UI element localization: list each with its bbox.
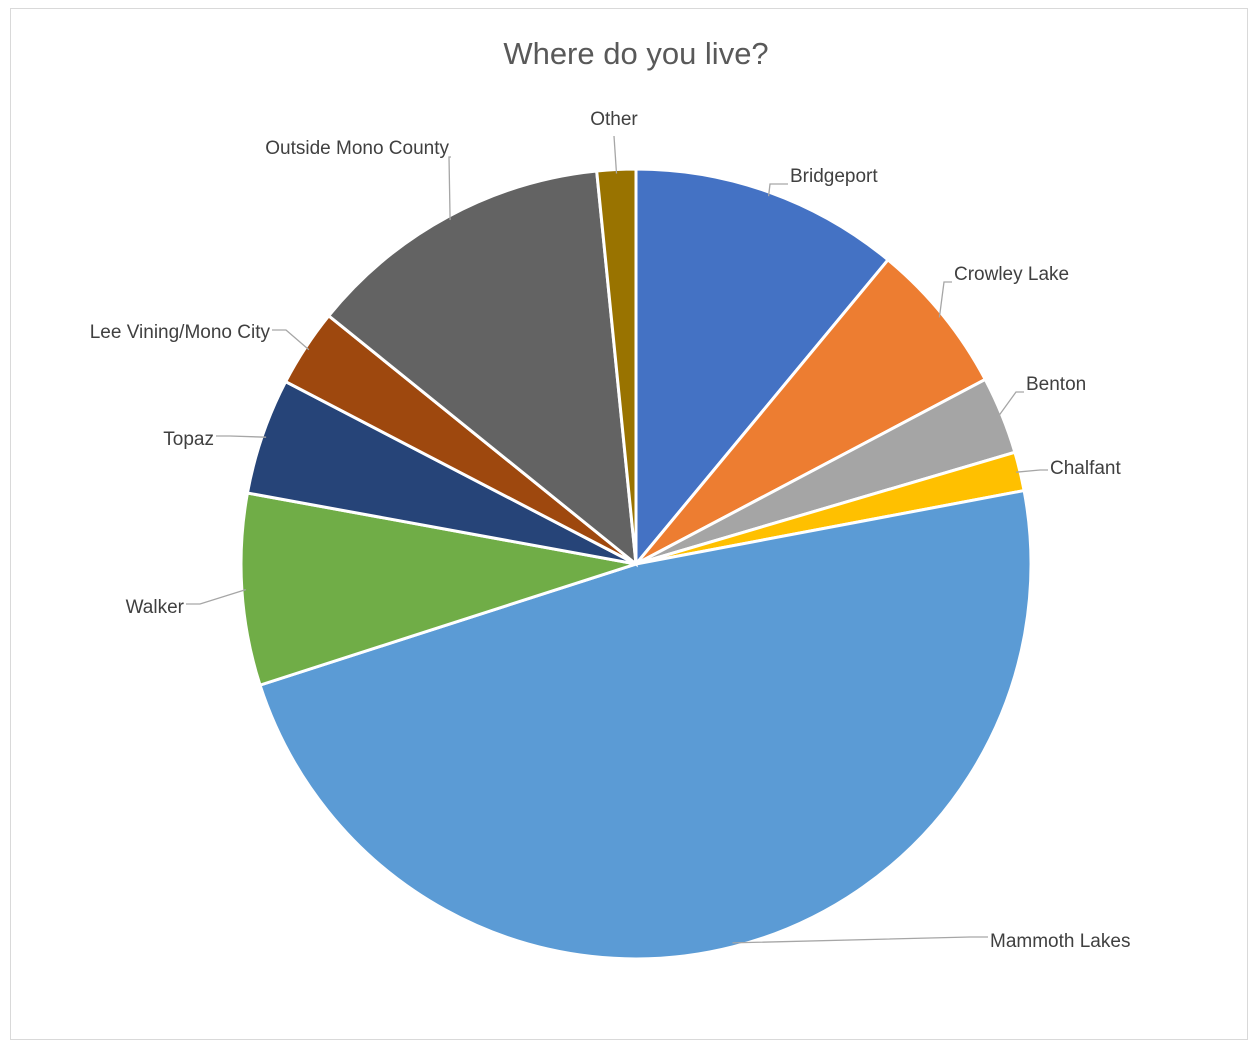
leader-line: [767, 183, 788, 197]
data-label: Topaz: [163, 429, 214, 450]
leader-line: [272, 329, 310, 351]
leader-line: [1016, 469, 1048, 473]
data-label: Other: [590, 109, 638, 130]
pie-slice-walker: [239, 491, 637, 688]
data-label: Chalfant: [1050, 458, 1121, 479]
leader-line: [732, 936, 988, 944]
data-label: Bridgeport: [790, 166, 878, 187]
pie-slice-outside-mono-county: [326, 169, 638, 568]
data-label: Mammoth Lakes: [990, 931, 1130, 952]
data-label: Outside Mono County: [265, 138, 449, 159]
leader-line: [216, 435, 267, 438]
leader-line: [938, 281, 952, 318]
leader-lines: [186, 135, 1048, 944]
chart-title: Where do you live?: [503, 36, 768, 71]
data-labels: Bridgeport Crowley Lake Benton Chalfant Mamm…: [90, 109, 1131, 952]
data-label: Lee Vining/Mono City: [90, 322, 271, 343]
pie-slices: [239, 167, 1033, 961]
data-label: Crowley Lake: [954, 264, 1069, 285]
leader-line: [448, 156, 451, 221]
leader-line: [997, 391, 1024, 417]
data-label: Walker: [126, 597, 185, 618]
leader-line: [186, 588, 246, 605]
leader-line: [613, 135, 618, 174]
pie-slice-bridgeport: [634, 167, 891, 569]
pie-slice-crowley-lake: [634, 257, 988, 566]
pie-slice-mammoth-lakes: [258, 488, 1033, 961]
data-label: Benton: [1026, 374, 1086, 395]
